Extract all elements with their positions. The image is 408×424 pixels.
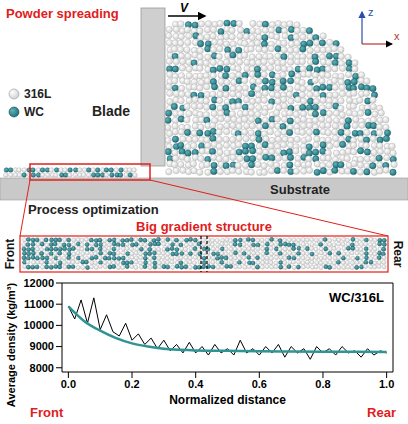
svg-text:10000: 10000	[23, 319, 54, 331]
svg-text:WC: WC	[24, 105, 44, 119]
svg-text:Average density (kg/m³): Average density (kg/m³)	[5, 283, 17, 408]
svg-text:Big gradient structure: Big gradient structure	[136, 219, 272, 234]
svg-text:Substrate: Substrate	[270, 182, 330, 197]
svg-text:0.4: 0.4	[188, 378, 204, 390]
svg-text:12000: 12000	[23, 277, 54, 289]
svg-text:11000: 11000	[24, 298, 54, 310]
svg-text:0.0: 0.0	[61, 378, 76, 390]
svg-text:x: x	[394, 30, 400, 42]
svg-text:Process optimization: Process optimization	[28, 202, 159, 217]
svg-text:Rear: Rear	[391, 241, 405, 268]
svg-text:1.0: 1.0	[379, 378, 394, 390]
html-text:WC/316L: WC/316L	[329, 290, 384, 305]
svg-text:9000: 9000	[30, 340, 54, 352]
svg-text:0.6: 0.6	[252, 378, 267, 390]
svg-text:z: z	[368, 6, 374, 18]
svg-text:0.8: 0.8	[315, 378, 330, 390]
svg-text:Powder spreading: Powder spreading	[6, 6, 119, 21]
svg-text:316L: 316L	[24, 87, 51, 101]
svg-text:Blade: Blade	[92, 103, 130, 119]
html-text:Rear: Rear	[367, 405, 396, 420]
html-text:Front: Front	[30, 405, 64, 420]
svg-text:Normalized distance: Normalized distance	[169, 393, 286, 406]
svg-text:0.2: 0.2	[124, 378, 139, 390]
svg-text:Front: Front	[3, 239, 17, 270]
svg-text:V: V	[180, 1, 189, 15]
svg-text:8000: 8000	[30, 362, 54, 374]
